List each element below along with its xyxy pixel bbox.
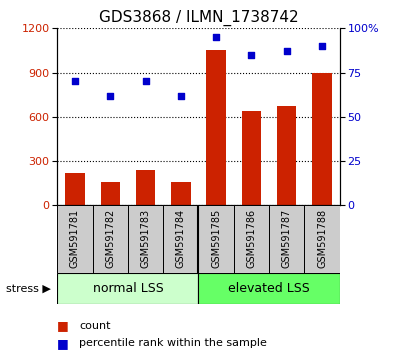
Bar [65,173,85,205]
Bar [199,273,340,304]
Title: GDS3868 / ILMN_1738742: GDS3868 / ILMN_1738742 [99,9,298,25]
Point [107,93,113,98]
Text: ■: ■ [57,319,73,332]
Text: GSM591788: GSM591788 [317,209,327,268]
Point [284,48,290,54]
Bar [57,205,92,273]
Text: normal LSS: normal LSS [92,282,163,295]
Point [319,43,325,49]
Bar [269,205,305,273]
Text: elevated LSS: elevated LSS [228,282,310,295]
Text: GSM591781: GSM591781 [70,209,80,268]
Bar [277,107,297,205]
Text: stress ▶: stress ▶ [6,284,51,293]
Text: GSM591785: GSM591785 [211,209,221,268]
Bar [128,205,163,273]
Point [248,52,255,58]
Text: GSM591787: GSM591787 [282,209,292,268]
Bar [207,51,226,205]
Bar [136,170,155,205]
Point [213,34,219,40]
Point [72,79,78,84]
Point [178,93,184,98]
Bar [305,205,340,273]
Bar [242,111,261,205]
Bar [199,205,234,273]
Bar [92,205,128,273]
Bar [57,273,199,304]
Bar [312,73,332,205]
Bar [234,205,269,273]
Point [142,79,149,84]
Text: GSM591782: GSM591782 [105,209,115,268]
Text: ■: ■ [57,337,73,350]
Bar [163,205,198,273]
Bar [171,182,190,205]
Text: GSM591783: GSM591783 [141,209,150,268]
Bar [100,182,120,205]
Text: GSM591786: GSM591786 [246,209,256,268]
Text: GSM591784: GSM591784 [176,209,186,268]
Text: percentile rank within the sample: percentile rank within the sample [79,338,267,348]
Text: count: count [79,321,111,331]
